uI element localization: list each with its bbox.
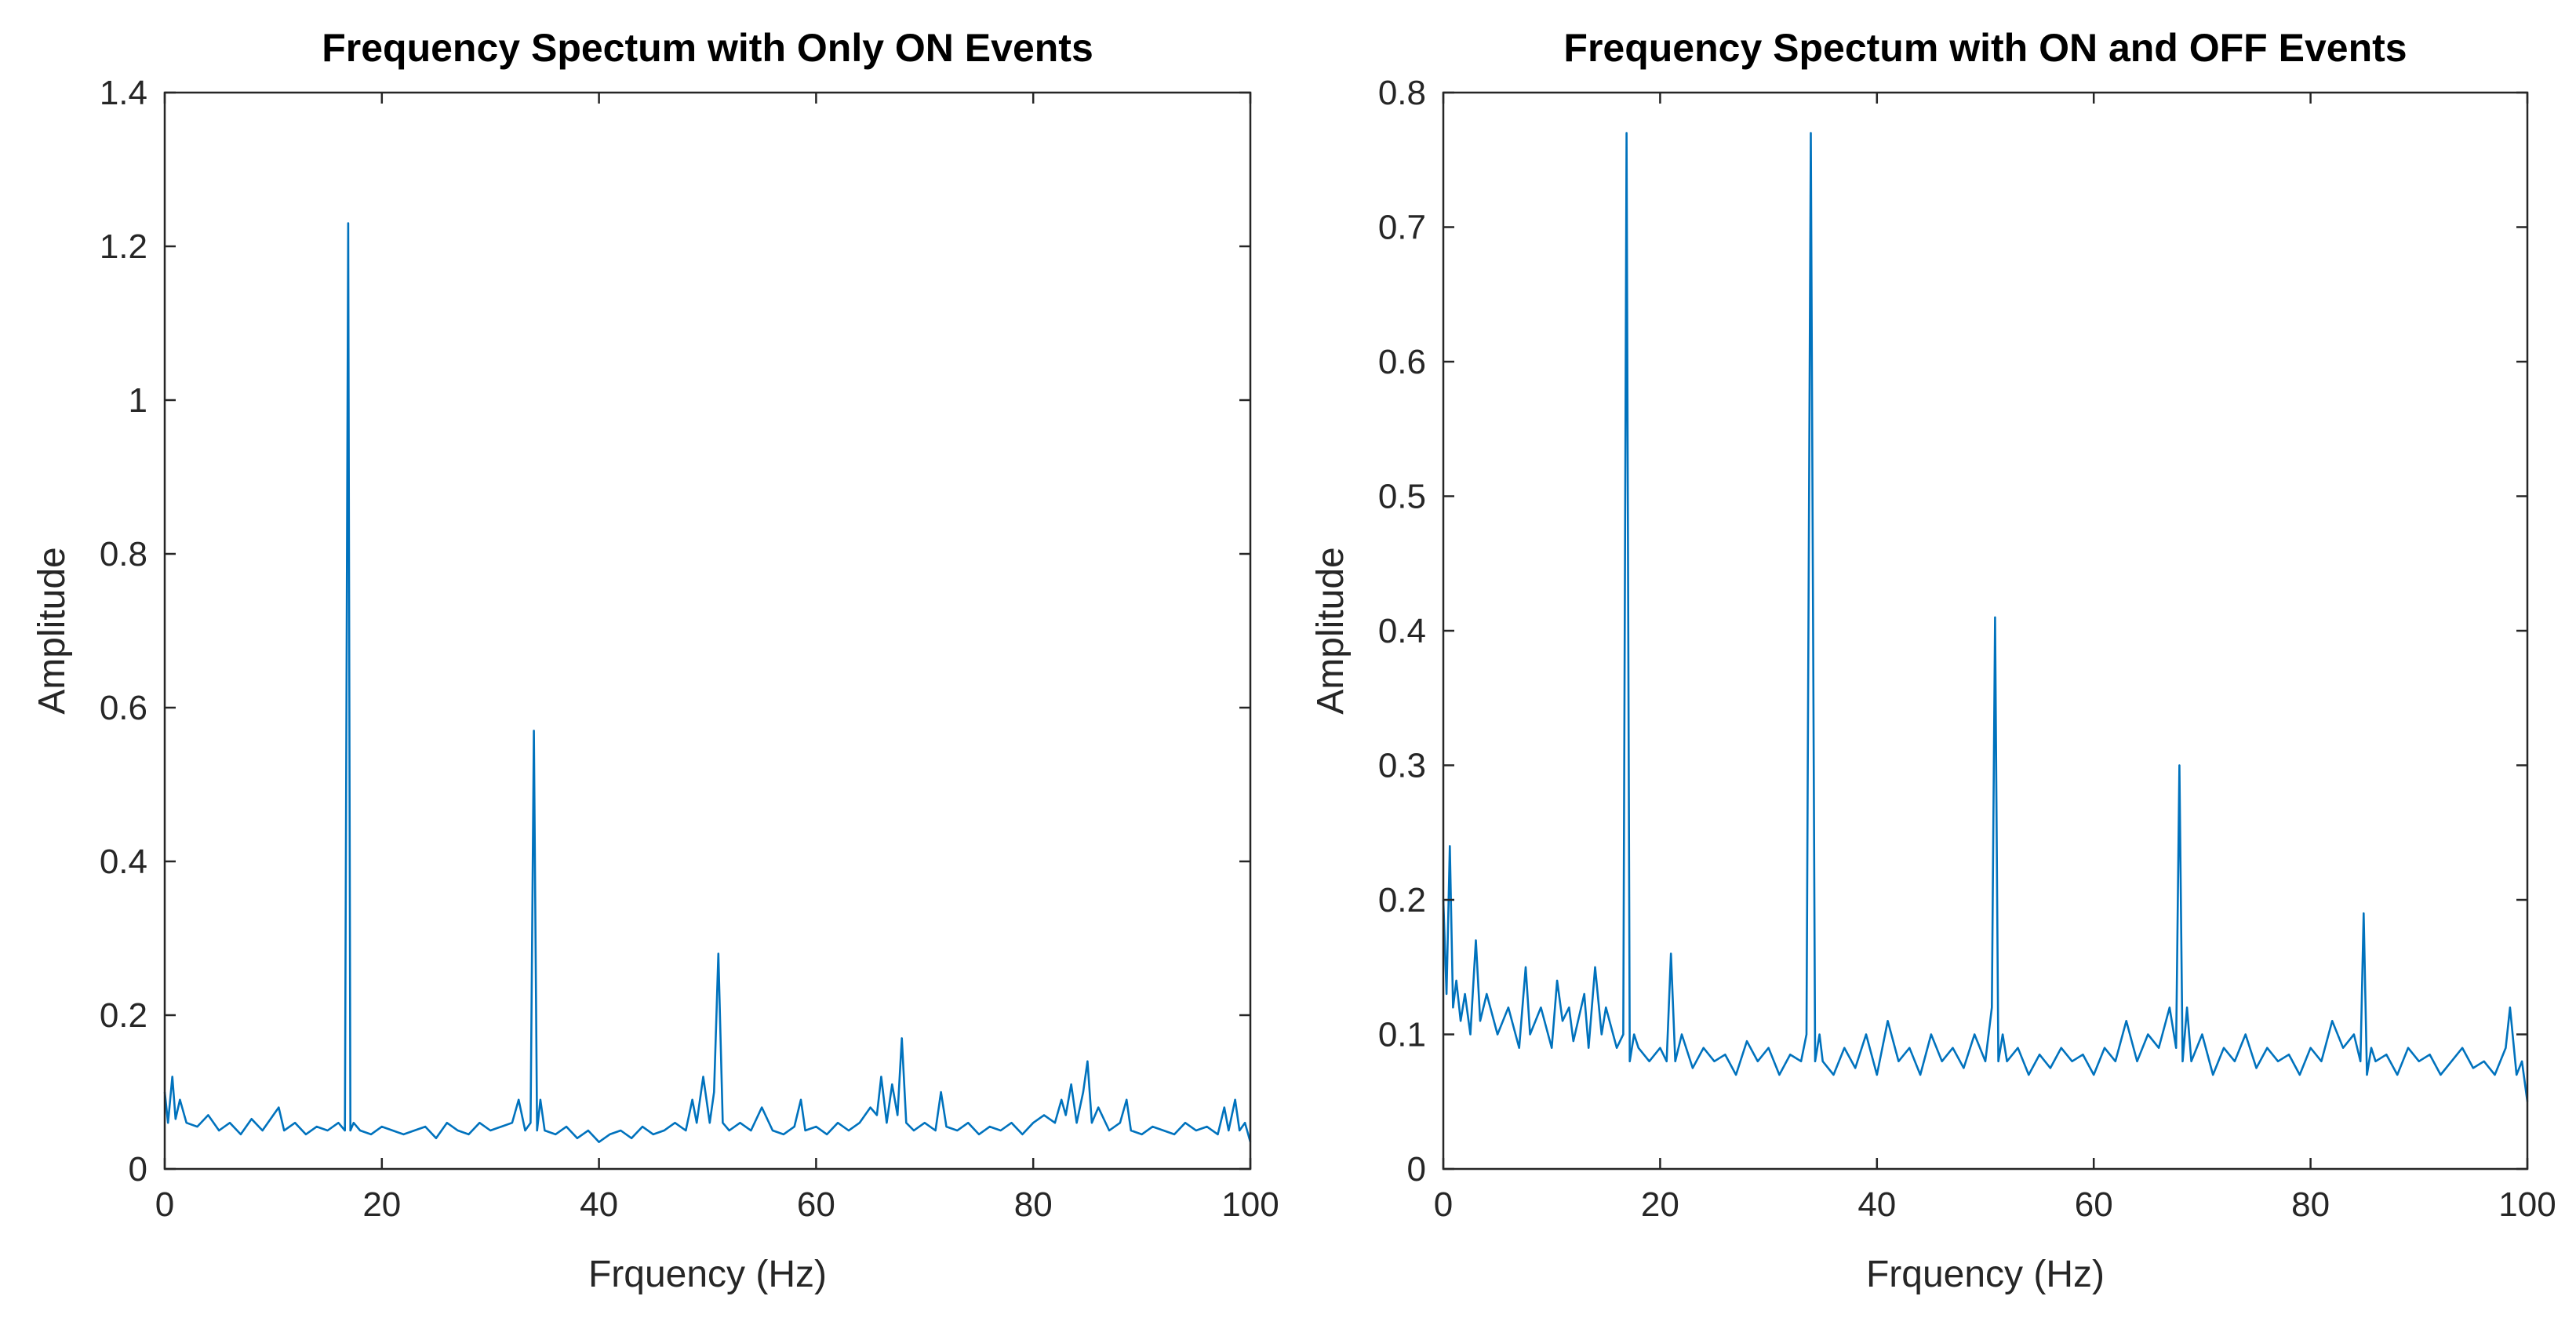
y-tick-label: 0.2 — [100, 996, 147, 1035]
x-tick-label: 40 — [1857, 1185, 1896, 1224]
spectrum-line — [163, 222, 1252, 1143]
spectrum-line — [1442, 132, 2529, 1102]
chart-on-events: 0 20 40 60 80 100 0 0.2 0.4 0.6 0.8 1 1.2 1.4 Frequenc… — [31, 26, 1279, 1295]
x-axis-label: Frquency (Hz) — [588, 1254, 827, 1295]
x-tick-label: 20 — [362, 1185, 401, 1224]
y-tick-label: 0 — [129, 1150, 147, 1189]
x-tick-label: 0 — [1434, 1185, 1453, 1224]
y-tick-label: 1.4 — [100, 74, 147, 112]
y-tick-label: 1 — [129, 381, 147, 420]
y-tick-label: 0 — [1407, 1150, 1426, 1189]
y-axis-label: Amplitude — [1310, 547, 1352, 714]
y-tick-label: 0.3 — [1378, 747, 1426, 785]
x-axis-label: Frquency (Hz) — [1866, 1254, 2105, 1295]
x-tick-label: 80 — [1014, 1185, 1053, 1224]
y-tick-label: 0.8 — [1378, 74, 1426, 112]
y-tick-label: 0.4 — [1378, 612, 1426, 650]
chart-title: Frequency Spectum with Only ON Events — [322, 26, 1093, 70]
y-tick-label: 0.7 — [1378, 209, 1426, 247]
y-tick-label: 0.6 — [100, 689, 147, 727]
y-tick-label: 0.4 — [100, 843, 147, 881]
x-tick-label: 40 — [580, 1185, 618, 1224]
chart-title: Frequency Spectum with ON and OFF Events — [1563, 26, 2407, 70]
y-tick-label: 0.2 — [1378, 881, 1426, 919]
y-tick-label: 0.6 — [1378, 343, 1426, 381]
y-tick-label: 0.8 — [100, 535, 147, 573]
x-tick-label: 80 — [2291, 1185, 2330, 1224]
chart-on-off-events: 0 20 40 60 80 100 0 0.1 0.2 0.3 0.4 0.5 0.6 0.7 0.8 Fre… — [1310, 26, 2556, 1295]
y-tick-label: 0.1 — [1378, 1016, 1426, 1054]
x-tick-label: 60 — [2075, 1185, 2113, 1224]
y-tick-label: 1.2 — [100, 228, 147, 266]
y-tick-label: 0.5 — [1378, 478, 1426, 516]
axes-box — [163, 91, 1252, 1171]
x-tick-label: 100 — [1221, 1185, 1279, 1224]
x-tick-label: 60 — [797, 1185, 835, 1224]
x-tick-label: 20 — [1641, 1185, 1679, 1224]
y-axis-label: Amplitude — [31, 547, 73, 714]
x-tick-label: 0 — [155, 1185, 174, 1224]
x-tick-label: 100 — [2498, 1185, 2556, 1224]
